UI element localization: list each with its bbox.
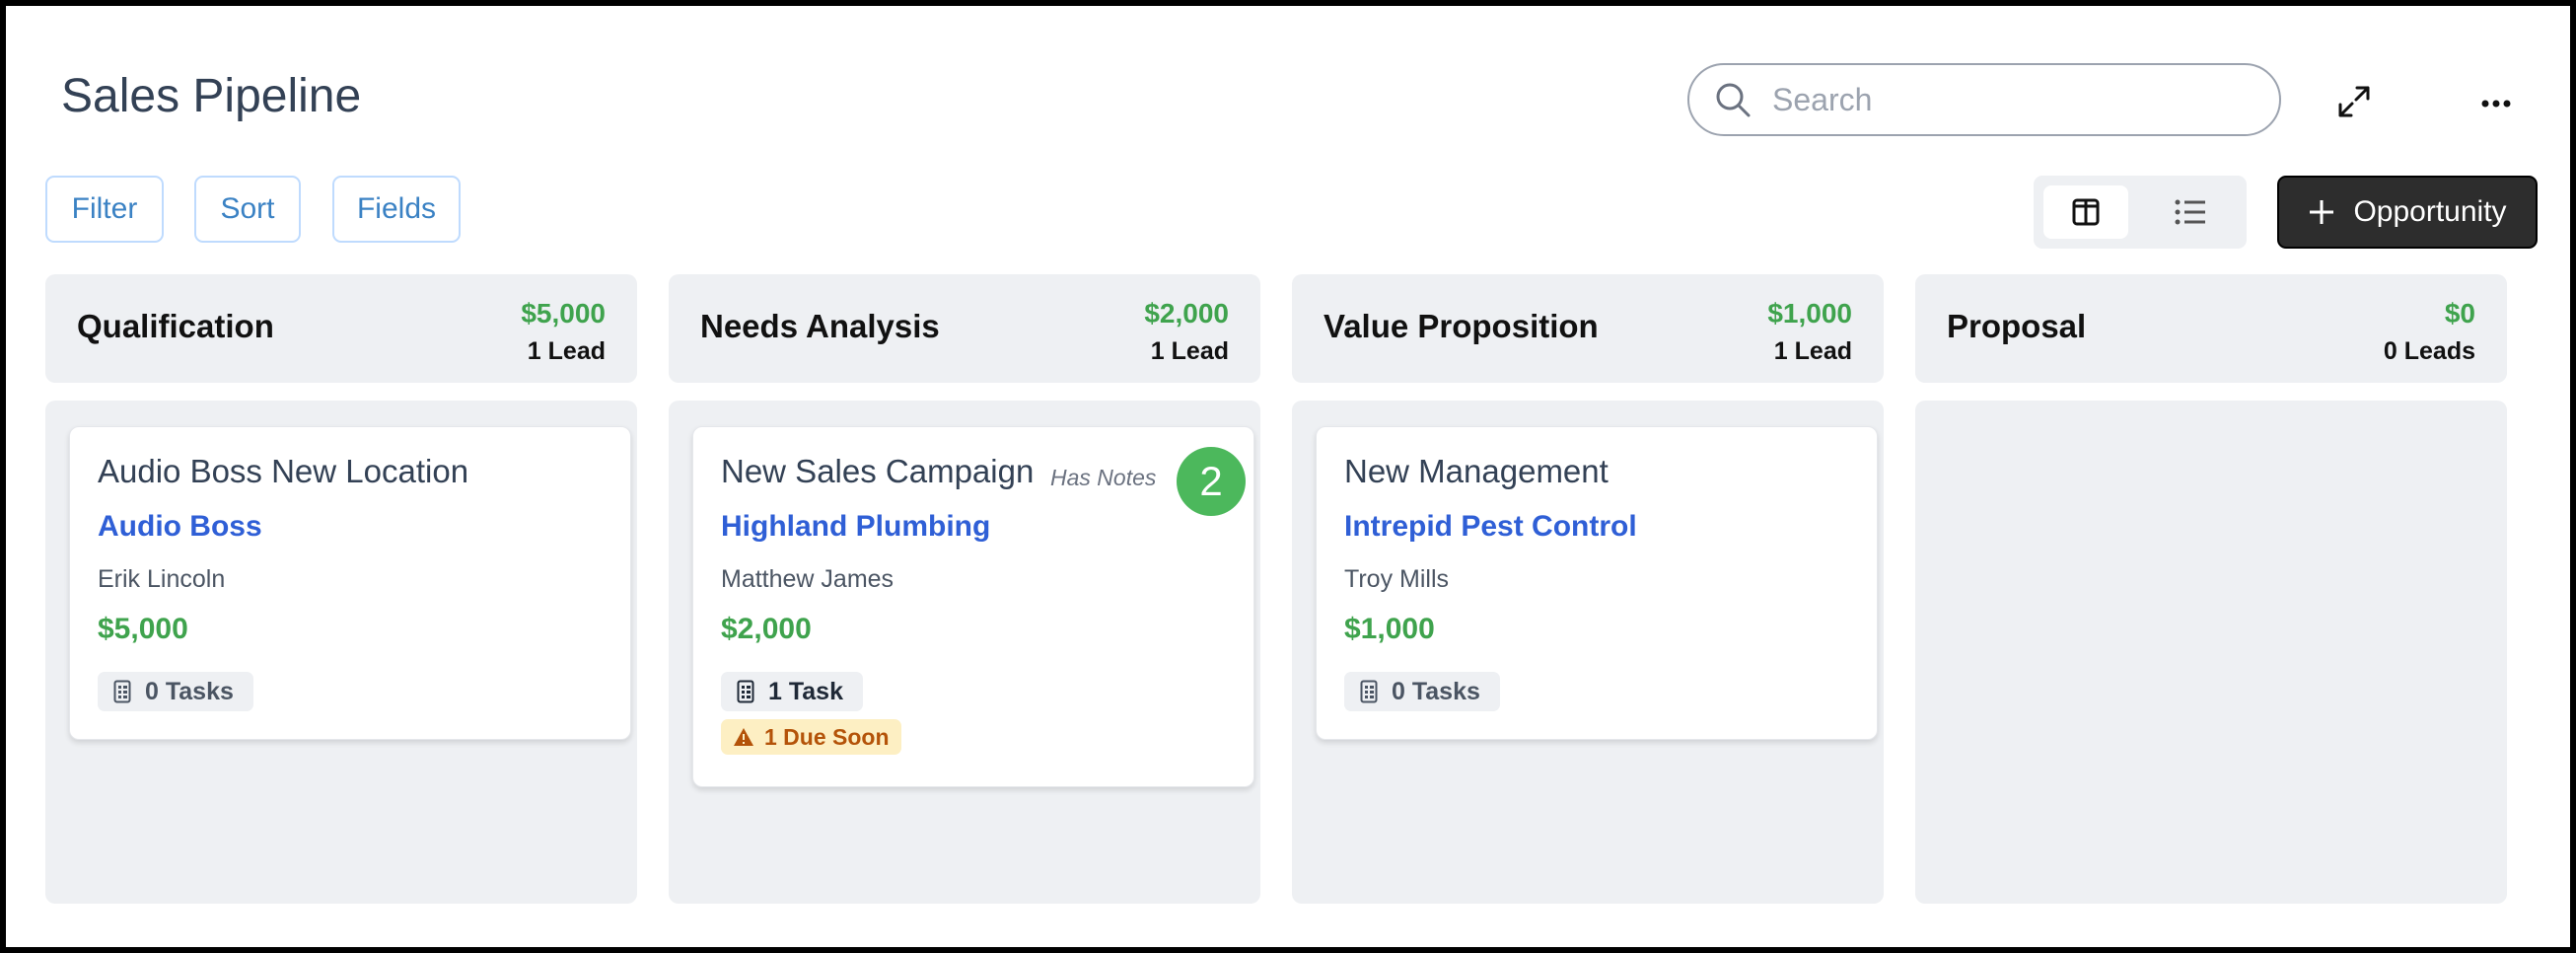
card-contact: Matthew James (721, 565, 894, 593)
card-company-link[interactable]: Audio Boss (98, 510, 262, 543)
column-lead-count: 1 Lead (527, 337, 606, 365)
expand-button[interactable] (2331, 79, 2377, 124)
column-header-needs-analysis: Needs Analysis $2,000 1 Lead (669, 274, 1260, 383)
list-view-icon (2175, 199, 2205, 225)
card-contact: Erik Lincoln (98, 565, 226, 593)
column-lead-count: 1 Lead (1150, 337, 1229, 365)
more-horizontal-icon (2481, 100, 2511, 108)
column-body-proposal (1915, 401, 2507, 904)
fields-button[interactable]: Fields (332, 176, 461, 243)
column-lead-count: 1 Lead (1773, 337, 1852, 365)
column-title: Qualification (77, 308, 274, 344)
card-tasks-label: 0 Tasks (145, 677, 234, 705)
column-lead-count: 0 Leads (2383, 337, 2475, 365)
view-toggle (2034, 176, 2247, 249)
task-list-icon (737, 680, 754, 703)
card-company-link[interactable]: Intrepid Pest Control (1344, 510, 1637, 543)
expand-icon (2338, 86, 2370, 117)
card-tasks-label: 1 Task (768, 677, 843, 705)
search-input[interactable] (1770, 80, 2248, 119)
page-title: Sales Pipeline (61, 70, 362, 122)
search-icon (1716, 83, 1751, 117)
column-body-needs-analysis: New Sales Campaign Has Notes 2 Highland … (669, 401, 1260, 904)
card-contact: Troy Mills (1344, 565, 1450, 593)
filter-button[interactable]: Filter (45, 176, 164, 243)
column-body-qualification: Audio Boss New Location Audio Boss Erik … (45, 401, 637, 904)
card-due-soon-badge: 1 Due Soon (721, 719, 901, 755)
column-amount: $0 (2444, 298, 2475, 329)
card-notes-indicator: Has Notes (1050, 465, 1157, 490)
task-list-icon (1360, 680, 1378, 703)
sort-button[interactable]: Sort (194, 176, 301, 243)
card-amount: $1,000 (1344, 613, 1435, 645)
card-tasks-badge: 1 Task (721, 672, 863, 711)
card-amount: $2,000 (721, 613, 812, 645)
column-title: Value Proposition (1324, 308, 1599, 344)
task-list-icon (113, 680, 131, 703)
card-company-link[interactable]: Highland Plumbing (721, 510, 991, 543)
column-amount: $1,000 (1767, 298, 1852, 329)
card-count-badge: 2 (1177, 447, 1246, 516)
more-options-button[interactable] (2473, 87, 2519, 120)
board-view-button[interactable] (2043, 185, 2128, 239)
opportunity-card[interactable]: New Sales Campaign Has Notes 2 Highland … (692, 426, 1254, 787)
column-body-value-proposition: New Management Intrepid Pest Control Tro… (1292, 401, 1884, 904)
column-header-qualification: Qualification $5,000 1 Lead (45, 274, 637, 383)
column-header-proposal: Proposal $0 0 Leads (1915, 274, 2507, 383)
card-title: New Management (1344, 453, 1609, 489)
search-box[interactable] (1687, 63, 2281, 136)
card-amount: $5,000 (98, 613, 188, 645)
column-amount: $2,000 (1144, 298, 1229, 329)
card-due-label: 1 Due Soon (764, 723, 890, 750)
board-view-icon (2072, 198, 2100, 226)
column-amount: $5,000 (521, 298, 606, 329)
card-tasks-label: 0 Tasks (1392, 677, 1480, 705)
add-opportunity-button[interactable]: Opportunity (2277, 176, 2538, 249)
opportunity-card[interactable]: Audio Boss New Location Audio Boss Erik … (69, 426, 631, 740)
plus-icon (2310, 200, 2334, 224)
card-title: Audio Boss New Location (98, 453, 469, 489)
column-title: Needs Analysis (700, 308, 940, 344)
card-tasks-badge: 0 Tasks (1344, 672, 1500, 711)
list-view-button[interactable] (2148, 185, 2233, 239)
opportunity-card[interactable]: New Management Intrepid Pest Control Tro… (1316, 426, 1878, 740)
column-header-value-proposition: Value Proposition $1,000 1 Lead (1292, 274, 1884, 383)
card-title: New Sales Campaign (721, 453, 1035, 489)
add-opportunity-label: Opportunity (2353, 195, 2507, 228)
column-title: Proposal (1947, 308, 2087, 344)
warning-icon (734, 728, 753, 746)
card-tasks-badge: 0 Tasks (98, 672, 253, 711)
